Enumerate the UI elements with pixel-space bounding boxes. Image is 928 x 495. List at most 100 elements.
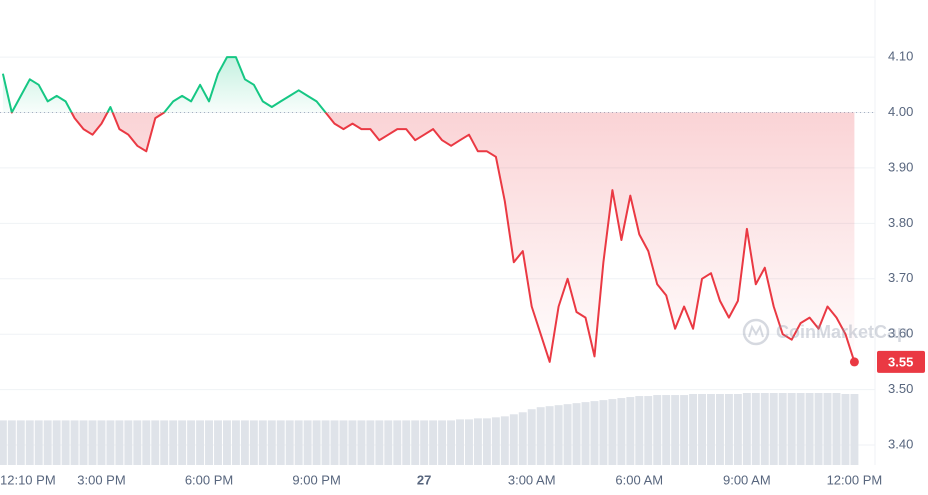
volume-bar — [16, 420, 25, 465]
volume-bar — [160, 420, 169, 465]
volume-bar — [214, 420, 222, 465]
volume-bar — [222, 420, 231, 465]
volume-bar — [151, 420, 160, 465]
volume-bar — [52, 420, 61, 465]
volume-bar — [778, 393, 787, 465]
volume-bar — [231, 420, 240, 465]
y-tick-label: 3.40 — [888, 436, 913, 451]
volume-bar — [482, 418, 491, 465]
volume-bar — [124, 420, 133, 465]
volume-bar — [554, 405, 563, 465]
volume-bar — [805, 393, 814, 465]
volume-bar — [608, 399, 617, 465]
volume-bar — [267, 420, 276, 465]
volume-bar — [348, 420, 357, 465]
volume-bar — [240, 420, 249, 465]
x-tick-label: 9:00 AM — [723, 472, 771, 487]
volume-bar — [312, 420, 321, 465]
volume-bar — [635, 396, 644, 465]
volume-bar — [88, 420, 97, 465]
volume-bar — [79, 420, 88, 465]
x-tick-label: 6:00 AM — [615, 472, 663, 487]
volume-bar — [724, 394, 733, 465]
plot — [0, 56, 875, 367]
volume-bar — [644, 396, 653, 465]
volume-bar — [420, 420, 429, 465]
price-tag-label: 3.55 — [888, 354, 913, 369]
volume-bar — [258, 420, 267, 465]
volume-bar — [294, 420, 303, 465]
volume-bar — [617, 398, 626, 465]
volume-bar — [196, 420, 205, 465]
volume-bar — [411, 420, 420, 465]
labels: 3.40 3.50 3.60 3.70 3.80 3.90 4.00 4.10 12:10 PM… — [0, 49, 925, 487]
volume-bar — [742, 393, 751, 465]
x-tick-label: 6:00 PM — [185, 472, 233, 487]
volume-bar — [142, 420, 151, 465]
x-tick-label: 12:10 PM — [0, 472, 56, 487]
volume-bar — [572, 403, 581, 465]
y-tick-label: 4.00 — [888, 104, 913, 119]
volume-bar — [339, 420, 348, 465]
volume-bar — [662, 395, 671, 465]
volume-bar — [823, 393, 832, 465]
y-tick-label: 3.80 — [888, 215, 913, 230]
volume-bar — [429, 420, 438, 465]
volume-bar — [34, 420, 43, 465]
volume-bar — [473, 418, 482, 465]
volume-bar — [751, 393, 760, 465]
area — [2, 57, 855, 362]
x-tick-label: 3:00 AM — [508, 472, 556, 487]
volume-bar — [97, 420, 106, 465]
volume-bar — [465, 419, 473, 465]
volume-bar — [357, 420, 366, 465]
volume-bar — [563, 404, 572, 465]
volume-bar — [680, 395, 689, 465]
volume-bar — [707, 394, 715, 465]
volume-bar — [321, 420, 330, 465]
volume-bar — [106, 420, 115, 465]
price-line — [1, 56, 856, 363]
y-tick-label: 3.70 — [888, 270, 913, 285]
volume-bar — [303, 420, 312, 465]
volume-bar — [518, 412, 527, 465]
volume-bar — [509, 414, 518, 465]
watermark-logo-mark — [748, 324, 764, 338]
volume-bar — [384, 420, 393, 465]
volume-bar — [133, 420, 142, 465]
y-tick-label: 4.10 — [888, 49, 913, 64]
x-tick-label: 12:00 PM — [827, 472, 883, 487]
volume-bar — [536, 407, 545, 465]
volume-bars — [0, 393, 859, 465]
volume-bar — [590, 401, 599, 465]
volume-bar — [545, 406, 554, 465]
volume-bar — [769, 393, 778, 465]
volume-bar — [715, 394, 724, 465]
volume-bar — [689, 394, 698, 465]
volume-bar — [366, 420, 375, 465]
volume-bar — [402, 420, 411, 465]
volume-bar — [249, 420, 258, 465]
volume-bar — [447, 420, 456, 465]
volume-bar — [0, 420, 7, 465]
volume-bar — [438, 420, 447, 465]
volume-bar — [187, 420, 196, 465]
volume-bar — [733, 394, 742, 465]
volume-bar — [7, 420, 16, 465]
volume-bar — [581, 402, 590, 465]
y-tick-label: 3.90 — [888, 159, 913, 174]
volume-bar — [276, 420, 285, 465]
volume-bar — [393, 420, 402, 465]
volume-bar — [205, 420, 214, 465]
x-tick-label: 27 — [417, 472, 431, 487]
volume-bar — [832, 393, 841, 465]
volume-bar — [491, 417, 500, 465]
volume-bar — [285, 420, 294, 465]
volume-bar — [698, 394, 707, 465]
price-tag-box — [877, 350, 925, 373]
volume-bar — [169, 420, 178, 465]
last-point — [849, 357, 859, 367]
volume-bar — [814, 393, 823, 465]
volume-bar — [115, 420, 124, 465]
